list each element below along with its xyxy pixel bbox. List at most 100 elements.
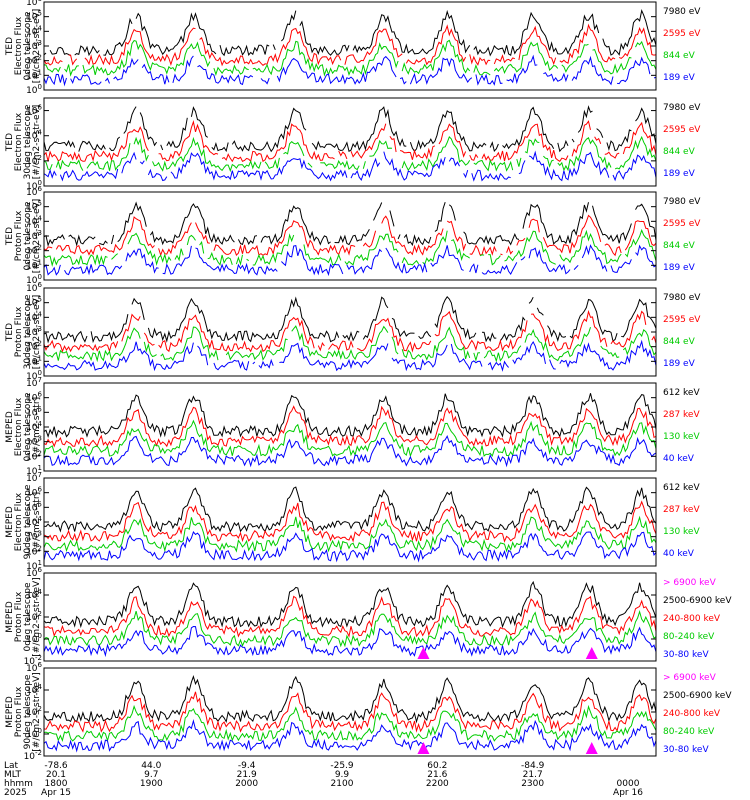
y-axis-label-line: Electron Flux (14, 397, 24, 456)
x-tick-label: 2200 (426, 779, 449, 789)
series-line-6-2 (43, 500, 657, 543)
series-marker-8-2 (585, 742, 598, 754)
y-axis-label: TED Electron Flux 0deg telescope [#/cm2-s-s… (5, 9, 42, 84)
x-tick-label: 1800 (45, 779, 68, 789)
legend-entry: 844 eV (663, 51, 696, 61)
y-axis-label-line: Electron Flux (14, 112, 24, 171)
legend-entry: > 6900 keV (663, 673, 717, 683)
x-tick-label: -84.9 (521, 761, 545, 771)
series-line-6-4 (43, 530, 657, 563)
legend-entry: 2500-6900 keV (663, 596, 732, 606)
x-tick-label: 9.7 (144, 770, 158, 780)
y-tick-label: 101 (26, 258, 42, 271)
y-axis-label-line: 0deg telescope (23, 11, 33, 81)
series-line-1-2 (43, 23, 657, 67)
legend-entry: 7980 eV (663, 197, 701, 207)
y-axis-label-line: MEPED (5, 506, 15, 538)
x-tick-label: 2000 (235, 779, 258, 789)
series-line-3-2 (43, 214, 657, 257)
y-axis-label-line: MEPED (5, 601, 15, 633)
y-axis-label-line: Electron Flux (14, 492, 24, 551)
x-tick-label: 21.6 (427, 770, 447, 780)
series-line-7-3 (43, 595, 657, 638)
y-tick-label: 104 (26, 588, 42, 601)
x-tick-label: -78.6 (44, 761, 68, 771)
y-axis-label-line: TED (5, 227, 15, 246)
series-line-5-4 (43, 434, 657, 468)
series-line-3-4 (43, 244, 657, 277)
y-tick-label: 104 (26, 214, 42, 227)
y-axis-label-line: 0deg telescope (23, 201, 33, 271)
legend-entry: 287 keV (663, 505, 700, 515)
x-row-label: MLT (4, 770, 22, 780)
y-tick-label: 106 (26, 185, 42, 198)
y-axis-label-line: [#/cm2-s-str-eV] (32, 9, 42, 84)
y-axis-label-line: 90deg telescope (23, 674, 33, 749)
y-tick-label: 101 (26, 68, 42, 81)
series-line-1-3 (43, 39, 657, 77)
legend-entry: 844 eV (663, 337, 696, 347)
y-tick-label: 102 (26, 244, 42, 257)
y-axis-label-line: TED (5, 133, 15, 152)
x-row-label: 2025 (4, 788, 27, 798)
y-tick-label: 103 (26, 530, 42, 543)
legend-entry: 189 eV (663, 73, 696, 83)
y-tick-label: 105 (26, 200, 42, 213)
x-row-label: hhmm (4, 779, 33, 789)
legend-entry: 80-240 keV (663, 632, 715, 642)
y-tick-label: 102 (26, 544, 42, 557)
series-line-3-1 (43, 201, 657, 247)
legend-entry: 612 keV (663, 388, 700, 398)
legend-entry: 2500-6900 keV (663, 691, 732, 701)
legend-entry: 844 eV (663, 147, 696, 157)
legend-entry: 287 keV (663, 410, 700, 420)
y-axis-label: TED Electron Flux 30deg telescope [#/cm2-s-… (5, 104, 42, 179)
y-axis-label-line: 30deg telescope (23, 294, 33, 369)
series-line-2-4 (43, 150, 657, 182)
legend-entry: 30-80 keV (663, 650, 709, 660)
y-axis-label: MEPED Electron Flux 90deg telescope [#/cm2-… (5, 484, 42, 559)
y-axis-label: MEPED Proton Flux 90deg telescope [#/cm2-s-… (5, 672, 42, 751)
y-axis-label-line: [#/cm2-s-str-keV] (32, 672, 42, 751)
x-tick-label: 20.1 (46, 770, 66, 780)
y-axis-label-line: Proton Flux (14, 306, 24, 357)
y-tick-label: 105 (26, 296, 42, 309)
x-tick-label: 2100 (331, 779, 354, 789)
y-axis-label: MEPED Electron Flux 0deg telescope [#/cm2-s… (5, 392, 42, 462)
series-line-2-3 (43, 135, 657, 173)
panel-frame (43, 1, 657, 91)
y-tick-label: 100 (26, 727, 42, 740)
y-tick-label: 107 (26, 471, 42, 484)
y-tick-label: 106 (26, 486, 42, 499)
series-line-4-2 (43, 309, 657, 353)
y-tick-label: 104 (26, 420, 42, 433)
y-tick-label: 105 (26, 500, 42, 513)
legend-entry: 7980 eV (663, 293, 701, 303)
y-axis-label-line: [#/cm2-s-str-eV] (32, 295, 42, 370)
y-tick-label: 104 (26, 24, 42, 37)
x-tick-label: 1900 (140, 779, 163, 789)
series-line-4-3 (43, 325, 657, 363)
series-line-5-1 (43, 393, 657, 439)
series-marker-7-1 (417, 647, 430, 659)
legend-entry: 130 keV (663, 432, 700, 442)
series-line-8-3 (43, 691, 657, 733)
y-tick-label: 106 (26, 661, 42, 674)
x-tick-label: -25.9 (330, 761, 354, 771)
series-line-6-1 (43, 486, 657, 533)
y-axis-label-line: [#/cm2-s-str-eV] (32, 105, 42, 180)
y-axis-label-line: TED (5, 323, 15, 342)
series-line-5-2 (43, 405, 657, 448)
series-line-8-5 (43, 719, 657, 753)
legend-entry: 189 eV (663, 263, 696, 273)
legend-entry: 80-240 keV (663, 727, 715, 737)
y-tick-label: 107 (26, 376, 42, 389)
y-tick-label: 103 (26, 435, 42, 448)
y-tick-label: 106 (26, 391, 42, 404)
x-tick-label: 60.2 (427, 761, 447, 771)
x-tick-label: 21.7 (523, 770, 543, 780)
y-tick-label: 102 (26, 705, 42, 718)
series-line-4-1 (43, 296, 657, 344)
